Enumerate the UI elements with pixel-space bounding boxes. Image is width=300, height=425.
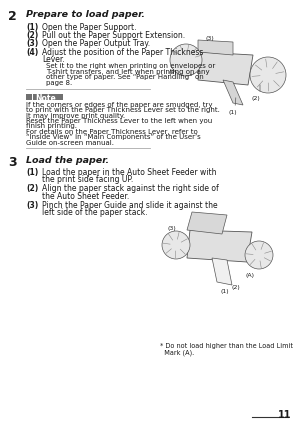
Text: (A): (A) [245, 274, 254, 278]
Text: T-shirt transfers, and left when printing on any: T-shirt transfers, and left when printin… [46, 69, 210, 75]
Text: left side of the paper stack.: left side of the paper stack. [42, 208, 148, 217]
Circle shape [162, 231, 190, 259]
Text: (1): (1) [221, 289, 229, 295]
Circle shape [170, 44, 202, 76]
Text: (3): (3) [206, 36, 214, 40]
Text: For details on the Paper Thickness Lever, refer to: For details on the Paper Thickness Lever… [26, 129, 198, 135]
FancyBboxPatch shape [33, 94, 63, 100]
Text: (1): (1) [26, 23, 38, 32]
Text: Load the paper.: Load the paper. [26, 156, 109, 165]
Text: to print with the Paper Thickness Lever set to the right.: to print with the Paper Thickness Lever … [26, 107, 220, 113]
Text: (2): (2) [232, 286, 240, 291]
Text: Align the paper stack against the right side of: Align the paper stack against the right … [42, 184, 219, 193]
Text: “Inside View” in “Main Components” of the User’s: “Inside View” in “Main Components” of th… [26, 134, 201, 140]
Text: Adjust the position of the Paper Thickness: Adjust the position of the Paper Thickne… [42, 48, 203, 57]
Text: Open the Paper Support.: Open the Paper Support. [42, 23, 136, 32]
Text: (2): (2) [252, 96, 260, 100]
Text: (3): (3) [168, 226, 176, 230]
Text: It may improve print quality.: It may improve print quality. [26, 113, 125, 119]
Text: (1): (1) [26, 168, 38, 177]
Text: Open the Paper Output Tray.: Open the Paper Output Tray. [42, 40, 150, 48]
Text: 3: 3 [8, 156, 16, 169]
Text: 2: 2 [8, 10, 17, 23]
Polygon shape [223, 80, 243, 105]
Text: (3): (3) [26, 40, 38, 48]
Text: (3): (3) [26, 201, 38, 210]
Text: (2): (2) [26, 31, 38, 40]
Circle shape [250, 57, 286, 93]
Text: finish printing.: finish printing. [26, 123, 77, 129]
Text: 11: 11 [278, 410, 291, 420]
Text: Prepare to load paper.: Prepare to load paper. [26, 10, 145, 19]
Text: If the corners or edges of the paper are smudged, try: If the corners or edges of the paper are… [26, 102, 212, 108]
Text: (4): (4) [169, 70, 177, 74]
Polygon shape [212, 258, 232, 285]
Polygon shape [198, 40, 233, 55]
FancyBboxPatch shape [26, 94, 32, 100]
Text: * Do not load higher than the Load Limit: * Do not load higher than the Load Limit [160, 343, 293, 349]
Text: Load the paper in the Auto Sheet Feeder with: Load the paper in the Auto Sheet Feeder … [42, 168, 217, 177]
Text: the Auto Sheet Feeder.: the Auto Sheet Feeder. [42, 192, 129, 201]
Text: Reset the Paper Thickness Lever to the left when you: Reset the Paper Thickness Lever to the l… [26, 118, 212, 124]
Text: other type of paper. See “Paper Handling” on: other type of paper. See “Paper Handling… [46, 74, 204, 80]
Text: (1): (1) [229, 110, 237, 114]
Text: Lever.: Lever. [42, 55, 65, 64]
Text: page 8.: page 8. [46, 80, 72, 86]
Text: (4): (4) [26, 48, 38, 57]
Text: Guide on-screen manual.: Guide on-screen manual. [26, 139, 114, 146]
Text: Pinch the Paper Guide and slide it against the: Pinch the Paper Guide and slide it again… [42, 201, 218, 210]
Text: Note: Note [35, 94, 56, 103]
Polygon shape [198, 52, 253, 85]
Polygon shape [187, 230, 252, 262]
Text: Set it to the right when printing on envelopes or: Set it to the right when printing on env… [46, 63, 215, 69]
Circle shape [245, 241, 273, 269]
Text: Pull out the Paper Support Extension.: Pull out the Paper Support Extension. [42, 31, 185, 40]
Polygon shape [187, 212, 227, 234]
Text: the print side facing UP.: the print side facing UP. [42, 175, 133, 184]
Text: (2): (2) [26, 184, 38, 193]
Text: Mark (A).: Mark (A). [160, 350, 194, 357]
